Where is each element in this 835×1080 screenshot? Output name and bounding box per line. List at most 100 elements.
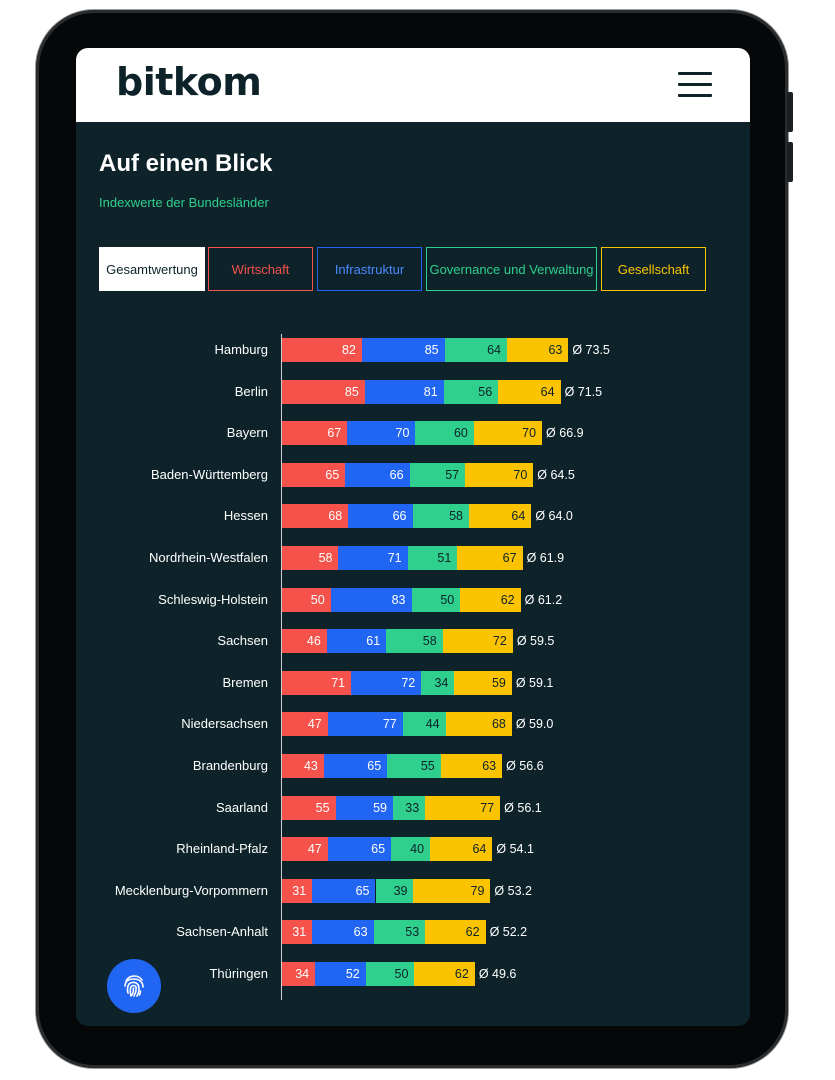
bar-segment-gesellschaft[interactable]: 62: [414, 962, 475, 986]
bar-segment-governance[interactable]: 40: [391, 837, 431, 862]
bar-segment-wirtschaft[interactable]: 47: [282, 712, 328, 737]
bar-segment-gesellschaft[interactable]: 64: [498, 379, 561, 404]
fingerprint-icon: [124, 975, 144, 997]
bar-segment-gesellschaft[interactable]: 62: [460, 587, 521, 612]
bar-segment-gesellschaft[interactable]: 63: [440, 754, 503, 778]
row-label: Sachsen: [217, 633, 268, 649]
average-label: Ø 73.5: [572, 343, 610, 357]
bar-segment-governance[interactable]: 64: [444, 338, 507, 362]
hamburger-menu-icon[interactable]: [678, 72, 712, 100]
bar-segment-governance[interactable]: 34: [421, 670, 455, 695]
bar-segment-wirtschaft[interactable]: 47: [282, 837, 328, 862]
bar-segment-wirtschaft[interactable]: 71: [282, 670, 352, 695]
bar-segment-infrastruktur[interactable]: 61: [326, 629, 387, 654]
bar-segment-infrastruktur[interactable]: 81: [364, 379, 444, 404]
tab-governance-und-verwaltung[interactable]: Governance und Verwaltung: [426, 247, 597, 291]
bar-segment-governance[interactable]: 58: [386, 629, 443, 654]
row-label: Mecklenburg-Vorpommern: [114, 882, 268, 898]
average-label: Ø 61.2: [524, 592, 563, 607]
bar-segment-wirtschaft[interactable]: 43: [282, 754, 324, 778]
bar-segment-wirtschaft[interactable]: 31: [282, 878, 313, 903]
row-label: Saarland: [215, 799, 268, 815]
bar-segment-gesellschaft[interactable]: 72: [442, 629, 513, 654]
bar-segment-governance[interactable]: 60: [415, 421, 474, 446]
bar-segment-governance[interactable]: 50: [365, 962, 415, 986]
bar-segment-infrastruktur[interactable]: 65: [312, 878, 376, 903]
bar-segment-wirtschaft[interactable]: 55: [282, 795, 336, 820]
average-label: Ø 56.1: [504, 800, 542, 815]
bar-segment-infrastruktur[interactable]: 52: [315, 962, 366, 986]
bar-segment-gesellschaft[interactable]: 79: [413, 878, 491, 903]
bar-segment-governance[interactable]: 33: [393, 795, 426, 820]
average-label: Ø 53.2: [494, 883, 532, 898]
bar-segment-governance[interactable]: 57: [409, 462, 466, 487]
row-label: Rheinland-Pfalz: [176, 841, 268, 857]
bar-segment-gesellschaft[interactable]: 70: [473, 421, 543, 446]
bar-segment-governance[interactable]: 53: [373, 920, 426, 945]
row-label: Berlin: [234, 383, 268, 399]
tab-gesellschaft[interactable]: Gesellschaft: [601, 247, 706, 291]
volume-up-button: [787, 92, 793, 132]
average-label: Ø 49.6: [478, 967, 517, 981]
bar-segment-governance[interactable]: 44: [402, 712, 446, 737]
fingerprint-button[interactable]: [107, 959, 161, 1013]
bar-segment-infrastruktur[interactable]: 63: [312, 920, 374, 945]
row-label: Bremen: [222, 674, 268, 690]
bar-segment-infrastruktur[interactable]: 71: [338, 546, 408, 570]
bar-segment-governance[interactable]: 56: [443, 379, 499, 404]
bar-segment-infrastruktur[interactable]: 77: [327, 712, 403, 737]
app-screen: bitkom Auf einen Blick Indexwerte der Bu…: [76, 48, 750, 1026]
bar-segment-gesellschaft[interactable]: 63: [506, 338, 569, 362]
average-label: Ø 59.0: [515, 717, 554, 732]
tab-wirtschaft[interactable]: Wirtschaft: [208, 247, 313, 291]
bar-segment-wirtschaft[interactable]: 82: [282, 338, 362, 362]
row-label: Baden-Württemberg: [150, 466, 268, 482]
bar-segment-wirtschaft[interactable]: 58: [282, 546, 339, 570]
bar-segment-infrastruktur[interactable]: 65: [327, 837, 392, 862]
bar-segment-infrastruktur[interactable]: 66: [348, 504, 413, 529]
bar-segment-wirtschaft[interactable]: 50: [282, 587, 331, 612]
row-label: Nordrhein-Westfalen: [149, 550, 268, 565]
bar-segment-infrastruktur[interactable]: 65: [323, 754, 388, 778]
bar-segment-gesellschaft[interactable]: 67: [457, 546, 523, 570]
bar-segment-infrastruktur[interactable]: 85: [361, 338, 445, 362]
bar-segment-gesellschaft[interactable]: 64: [469, 504, 532, 529]
bar-segment-governance[interactable]: 39: [375, 878, 414, 903]
bar-segment-infrastruktur[interactable]: 66: [345, 462, 410, 487]
tab-gesamtwertung[interactable]: Gesamtwertung: [99, 247, 205, 291]
bar-segment-wirtschaft[interactable]: 31: [282, 920, 313, 945]
bar-segment-gesellschaft[interactable]: 77: [425, 795, 501, 820]
bar-segment-infrastruktur[interactable]: 83: [330, 587, 412, 612]
row-label: Hamburg: [214, 342, 268, 357]
bar-segment-gesellschaft[interactable]: 68: [445, 712, 512, 737]
bar-segment-wirtschaft[interactable]: 85: [282, 379, 365, 404]
bar-segment-infrastruktur[interactable]: 72: [351, 670, 422, 695]
average-label: Ø 56.6: [506, 759, 544, 773]
row-label: Hessen: [223, 508, 268, 524]
average-label: Ø 64.5: [537, 467, 575, 482]
bar-segment-governance[interactable]: 55: [387, 754, 441, 778]
bar-segment-governance[interactable]: 50: [411, 587, 461, 612]
bar-segment-infrastruktur[interactable]: 59: [335, 795, 394, 820]
bar-segment-infrastruktur[interactable]: 70: [347, 421, 416, 446]
bar-segment-wirtschaft[interactable]: 34: [282, 962, 316, 986]
top-bar: bitkom: [76, 48, 750, 122]
bar-segment-governance[interactable]: 51: [407, 546, 458, 570]
bar-segment-governance[interactable]: 58: [412, 504, 469, 529]
page-title: Auf einen Blick: [99, 150, 273, 177]
bar-segment-gesellschaft[interactable]: 62: [425, 920, 486, 945]
tab-infrastruktur[interactable]: Infrastruktur: [317, 247, 422, 291]
bar-segment-wirtschaft[interactable]: 46: [282, 629, 327, 654]
bar-segment-wirtschaft[interactable]: 67: [282, 421, 348, 446]
bar-segment-gesellschaft[interactable]: 70: [465, 462, 534, 487]
row-label: Niedersachsen: [181, 716, 268, 732]
bar-segment-wirtschaft[interactable]: 68: [282, 504, 349, 529]
row-label: Bayern: [226, 425, 268, 441]
average-label: Ø 64.0: [535, 509, 573, 524]
bar-segment-gesellschaft[interactable]: 64: [430, 837, 493, 862]
average-label: Ø 59.5: [516, 634, 555, 649]
bar-segment-gesellschaft[interactable]: 59: [454, 670, 512, 695]
bar-segment-wirtschaft[interactable]: 65: [282, 462, 346, 487]
bitkom-logo[interactable]: bitkom: [116, 60, 262, 104]
average-label: Ø 52.2: [489, 925, 528, 940]
